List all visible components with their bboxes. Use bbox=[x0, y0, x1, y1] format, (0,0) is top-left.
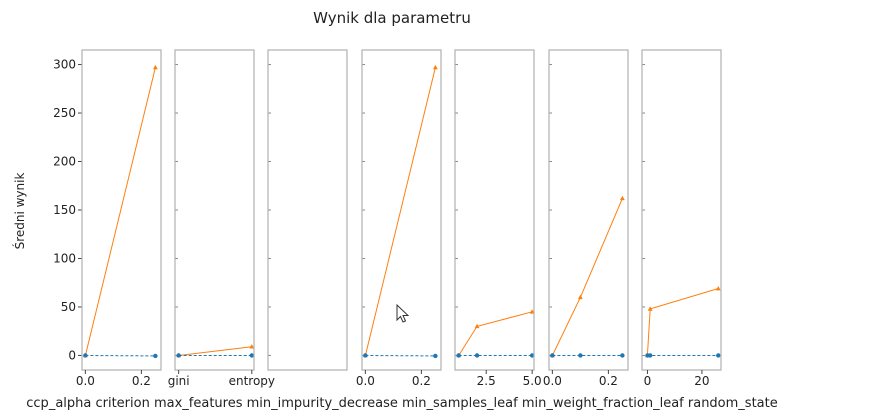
data-point-blue bbox=[716, 353, 721, 358]
x-tick-label: 0.2 bbox=[132, 374, 151, 388]
series-line-orange bbox=[84, 67, 156, 356]
subplot-frame bbox=[361, 49, 442, 371]
data-point-blue bbox=[153, 353, 158, 359]
y-tick-label: 250 bbox=[53, 106, 76, 120]
data-point-orange bbox=[152, 64, 158, 70]
x-tick-label: 0 bbox=[644, 374, 652, 388]
data-point-blue bbox=[456, 353, 461, 358]
x-tick-label: entropy bbox=[229, 374, 275, 388]
series-line-orange bbox=[551, 198, 623, 356]
mouse-cursor-icon bbox=[396, 304, 410, 323]
data-point-blue bbox=[529, 353, 535, 358]
x-tick-label: 20 bbox=[694, 374, 709, 388]
subplot-min-samples-leaf: 2.5 5.0 bbox=[454, 49, 542, 388]
subplot-frame bbox=[81, 49, 162, 371]
data-point-blue bbox=[176, 353, 181, 358]
subplot-random-state: 0 20 bbox=[641, 49, 722, 388]
subplot-frame bbox=[548, 49, 629, 371]
subplot-criterion: gini entropy bbox=[168, 49, 275, 388]
data-point-orange bbox=[715, 285, 721, 291]
x-tick-label: 0.2 bbox=[599, 374, 618, 388]
subplot-frame bbox=[641, 49, 722, 371]
data-point-blue bbox=[578, 353, 583, 358]
data-point-blue bbox=[550, 353, 555, 358]
data-point-blue bbox=[620, 353, 625, 358]
subplot-min-impurity-decrease: 0.0 0.2 bbox=[356, 49, 442, 388]
series-line-orange bbox=[364, 67, 436, 356]
data-point-orange bbox=[577, 294, 583, 300]
y-tick-label: 0 bbox=[68, 348, 76, 362]
x-axis-label: ccp_alpha criterion max_features min_imp… bbox=[26, 396, 777, 411]
series-line-orange bbox=[646, 288, 719, 356]
y-tick-label: 200 bbox=[53, 155, 76, 169]
series-line-orange bbox=[458, 311, 533, 356]
y-tick-label: 100 bbox=[53, 251, 76, 265]
x-tick-label: 2.5 bbox=[477, 374, 496, 388]
data-point-orange bbox=[432, 64, 438, 70]
data-point-orange bbox=[249, 344, 255, 349]
y-tick-label: 150 bbox=[53, 203, 76, 217]
subplot-frame bbox=[267, 49, 348, 371]
data-point-orange bbox=[529, 309, 535, 314]
x-tick-label: 5.0 bbox=[523, 374, 542, 388]
subplot-frame bbox=[174, 49, 255, 371]
x-tick-label: 0.0 bbox=[356, 374, 375, 388]
x-tick-label: 0.0 bbox=[76, 374, 95, 388]
x-tick-label: 0.2 bbox=[412, 374, 431, 388]
y-tick-label: 50 bbox=[61, 300, 76, 314]
series-line-orange bbox=[178, 346, 252, 356]
data-point-orange bbox=[647, 306, 653, 311]
y-axis-label: Średni wynik bbox=[12, 173, 27, 250]
y-tick-label: 300 bbox=[53, 58, 76, 72]
subplot-ccp-alpha: 0.0 0.2 bbox=[76, 49, 162, 388]
subplot-min-weight-fraction-leaf: 0.0 0.2 bbox=[543, 49, 629, 388]
x-tick-label: gini bbox=[168, 374, 190, 388]
data-point-orange bbox=[619, 195, 625, 201]
x-tick-label: 0.0 bbox=[543, 374, 562, 388]
data-point-blue bbox=[647, 353, 653, 358]
data-point-blue bbox=[433, 353, 438, 359]
data-point-blue bbox=[83, 353, 88, 358]
data-point-blue bbox=[363, 353, 368, 358]
subplot-frame bbox=[454, 49, 535, 371]
subplot-max-features bbox=[267, 49, 348, 371]
data-point-blue bbox=[249, 353, 255, 358]
chart-title: Wynik dla parametru bbox=[313, 9, 471, 27]
data-point-orange bbox=[474, 323, 480, 329]
data-point-blue bbox=[474, 353, 480, 358]
